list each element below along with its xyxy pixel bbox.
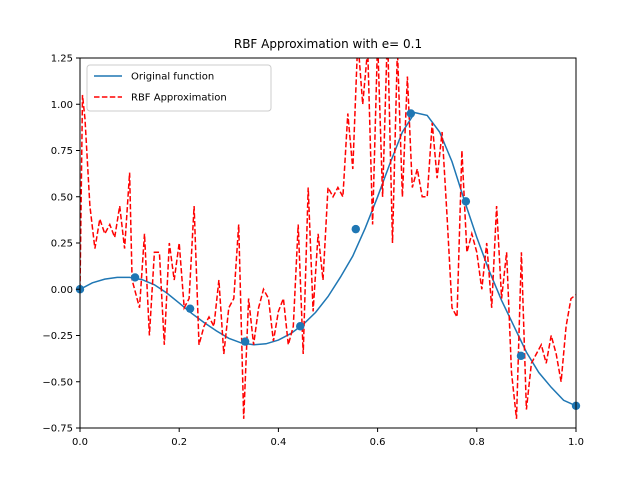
x-tick-label: 0.8 <box>469 437 485 448</box>
sample-point <box>296 322 305 331</box>
x-tick-label: 0.4 <box>270 437 286 448</box>
x-tick-label: 0.6 <box>370 437 386 448</box>
y-tick-label: 0.50 <box>51 192 73 203</box>
sample-point <box>240 337 250 346</box>
y-tick-label: 1.25 <box>51 54 73 65</box>
series-line-rbf-approximation <box>80 58 576 419</box>
plot-area <box>75 58 581 419</box>
sample-point <box>516 351 526 361</box>
y-tick-label: −0.25 <box>42 331 73 342</box>
axes: 0.0 0.2 0.4 0.6 0.8 1.0 −0.75 −0.50 −0.25 0.00 0.2… <box>42 54 584 449</box>
x-tick-label: 0.0 <box>72 437 88 448</box>
x-tick-label: 0.2 <box>171 437 187 448</box>
y-tick-label: −0.75 <box>42 424 73 435</box>
sample-point <box>406 109 416 118</box>
legend-box <box>86 64 272 112</box>
plot-clip <box>80 58 576 419</box>
legend-label: RBF Approximation <box>131 93 227 104</box>
y-tick-label: 1.00 <box>51 100 73 111</box>
sample-point <box>351 224 360 234</box>
y-tick-label: −0.50 <box>42 377 73 388</box>
chart-title: RBF Approximation with e= 0.1 <box>234 37 422 51</box>
x-tick-label: 1.0 <box>568 437 584 448</box>
y-tick-label: 0.75 <box>51 146 73 157</box>
sample-point <box>461 197 471 206</box>
legend-label: Original function <box>131 72 214 83</box>
sample-point <box>130 273 140 282</box>
sample-point <box>185 304 195 313</box>
series-line-original-function <box>80 111 576 407</box>
y-tick-label: 0.00 <box>51 285 73 296</box>
legend: Original function RBF Approximation <box>86 64 272 112</box>
y-tick-label: 0.25 <box>51 239 73 250</box>
